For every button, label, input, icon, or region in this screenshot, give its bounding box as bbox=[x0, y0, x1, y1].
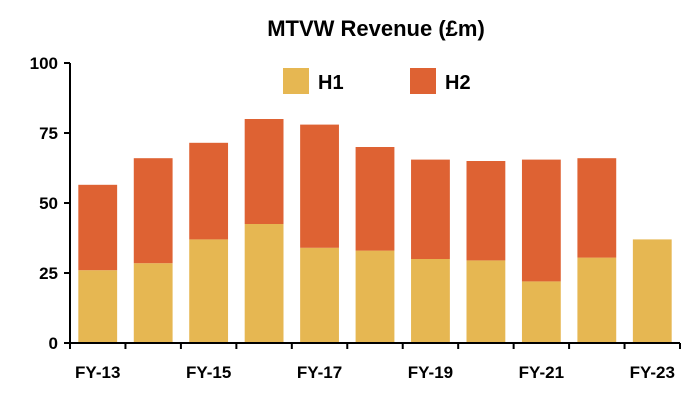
y-axis-ticks: 0 25 50 75 100 bbox=[30, 54, 70, 353]
bars-group bbox=[78, 119, 672, 343]
x-tick-label: FY-23 bbox=[630, 363, 675, 382]
bar-h2-fy-16 bbox=[244, 119, 284, 224]
x-axis-ticks: FY-13 FY-15 FY-17 FY-19 FY-21 FY-23 bbox=[69, 343, 681, 382]
bar-h2-fy-13 bbox=[78, 184, 118, 271]
bar-h2-fy-18 bbox=[355, 147, 395, 251]
y-tick-label: 100 bbox=[30, 54, 58, 73]
legend-swatch-h2 bbox=[410, 68, 436, 94]
legend-swatch-h1 bbox=[283, 68, 309, 94]
bar-h2-fy-17 bbox=[300, 124, 339, 248]
x-tick-label: FY-21 bbox=[519, 363, 564, 382]
y-tick-label: 50 bbox=[39, 194, 58, 213]
chart-title: MTVW Revenue (£m) bbox=[267, 16, 485, 41]
bar-h1-fy-21 bbox=[521, 281, 561, 343]
bar-h1-fy-17 bbox=[300, 247, 339, 343]
x-tick-label: FY-19 bbox=[408, 363, 453, 382]
bar-h2-fy-14 bbox=[133, 158, 173, 264]
y-tick-label: 0 bbox=[49, 334, 58, 353]
x-tick-label: FY-17 bbox=[297, 363, 342, 382]
bar-h2-fy-21 bbox=[521, 159, 561, 282]
bar-h1-fy-23 bbox=[632, 239, 672, 343]
bar-h1-fy-13 bbox=[78, 270, 118, 343]
bar-h1-fy-15 bbox=[189, 239, 229, 343]
legend: H1 H2 bbox=[283, 68, 471, 94]
bar-h1-fy-14 bbox=[133, 263, 173, 343]
y-tick-label: 25 bbox=[39, 264, 58, 283]
bar-h1-fy-22 bbox=[577, 257, 617, 343]
bar-h1-fy-19 bbox=[411, 259, 450, 343]
bar-h2-fy-20 bbox=[466, 161, 506, 261]
y-tick-label: 75 bbox=[39, 124, 58, 143]
x-tick-label: FY-15 bbox=[186, 363, 231, 382]
bar-h1-fy-18 bbox=[355, 250, 395, 343]
bar-h2-fy-15 bbox=[189, 142, 229, 240]
legend-label-h1: H1 bbox=[318, 72, 344, 94]
legend-label-h2: H2 bbox=[445, 72, 471, 94]
bar-h2-fy-19 bbox=[411, 159, 450, 259]
x-tick-label: FY-13 bbox=[75, 363, 120, 382]
bar-h1-fy-20 bbox=[466, 260, 506, 343]
bar-h2-fy-22 bbox=[577, 158, 617, 258]
bar-h1-fy-16 bbox=[244, 224, 284, 343]
